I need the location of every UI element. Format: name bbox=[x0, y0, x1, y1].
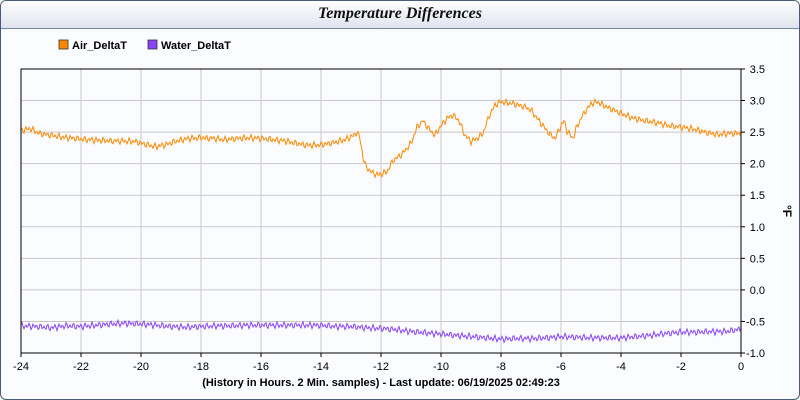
x-tick-label: 0 bbox=[738, 361, 744, 373]
y-tick-label: 0.5 bbox=[750, 253, 765, 265]
legend: Air_DeltaT Water_DeltaT bbox=[58, 39, 231, 52]
legend-label-air-deltat: Air_DeltaT bbox=[72, 40, 127, 52]
title-bar: Temperature Differences bbox=[1, 1, 799, 29]
chart-title: Temperature Differences bbox=[318, 5, 482, 22]
y-tick-label: 3.0 bbox=[750, 96, 765, 108]
y-tick-label: 1.5 bbox=[750, 190, 765, 202]
y-tick-label: 2.5 bbox=[750, 127, 765, 139]
y-tick-label: -0.5 bbox=[746, 316, 765, 328]
y-tick-label: 3.5 bbox=[750, 64, 765, 76]
y-tick-label: 2.0 bbox=[750, 159, 765, 171]
x-axis-label: (History in Hours. 2 Min. samples) - Las… bbox=[202, 377, 560, 389]
y-tick-label: -1.0 bbox=[746, 348, 765, 360]
x-tick-label: -16 bbox=[253, 361, 269, 373]
x-tick-label: -10 bbox=[433, 361, 449, 373]
x-axis-ticks: -24 -22 -20 -18 -16 -14 -12 -10 -8 -6 -4 -2 0 bbox=[13, 353, 744, 373]
legend-swatch-air-deltat bbox=[58, 39, 69, 50]
x-tick-label: -24 bbox=[13, 361, 29, 373]
x-tick-label: -18 bbox=[193, 361, 209, 373]
line-chart: -24 -22 -20 -18 -16 -14 -12 -10 -8 -6 -4 -2 0 3.53.0… bbox=[13, 39, 794, 389]
x-tick-label: -4 bbox=[616, 361, 626, 373]
series-lines bbox=[20, 97, 742, 344]
legend-swatch-water-deltat bbox=[147, 39, 158, 50]
y-axis-ticks: 3.5 3.0 2.5 2.0 1.5 1.0 0.5 0.0 -0.5 -1.0 bbox=[741, 64, 765, 360]
x-tick-label: -12 bbox=[373, 361, 389, 373]
legend-label-water-deltat: Water_DeltaT bbox=[161, 40, 231, 52]
x-tick-label: -6 bbox=[556, 361, 566, 373]
series-line-water-deltat bbox=[20, 318, 742, 344]
grid-lines bbox=[20, 68, 742, 354]
y-axis-label: °F bbox=[780, 205, 794, 217]
y-tick-label: 0.0 bbox=[750, 285, 765, 297]
x-tick-label: -14 bbox=[313, 361, 329, 373]
y-tick-label: 1.0 bbox=[750, 222, 765, 234]
x-tick-label: -2 bbox=[676, 361, 686, 373]
series-line-air-deltat bbox=[20, 97, 742, 179]
x-tick-label: -20 bbox=[133, 361, 149, 373]
x-tick-label: -22 bbox=[73, 361, 89, 373]
x-tick-label: -8 bbox=[496, 361, 506, 373]
